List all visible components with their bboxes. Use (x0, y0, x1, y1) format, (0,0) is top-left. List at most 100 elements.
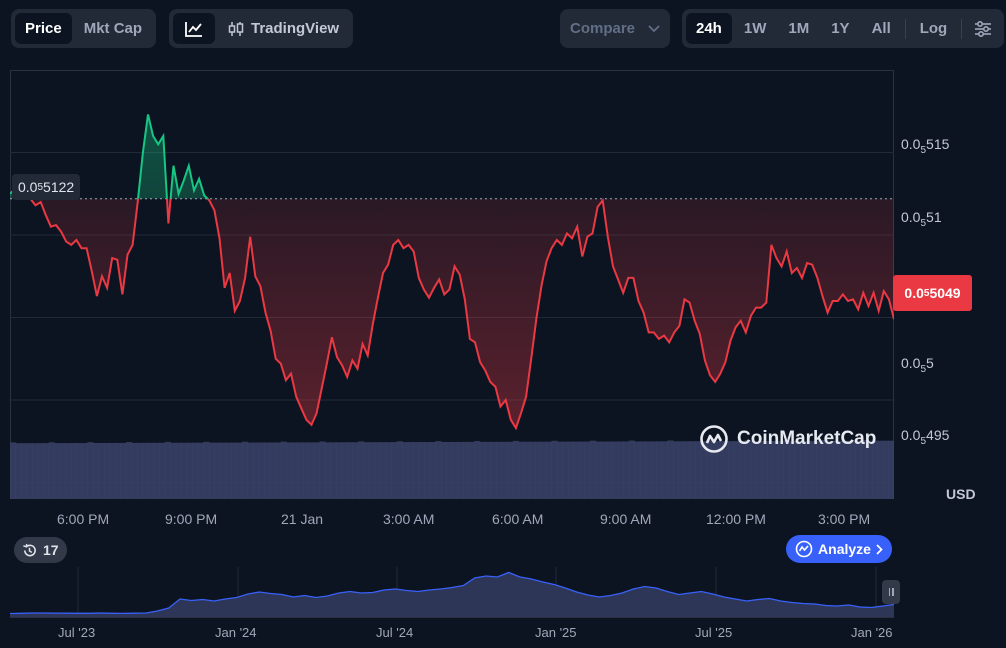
volume-bar (789, 440, 796, 499)
history-count: 17 (43, 542, 59, 558)
volume-bar (159, 442, 166, 499)
range-selector: 24h 1W 1M 1Y All Log (682, 9, 1005, 48)
volume-bar (822, 440, 829, 499)
history-button[interactable]: 17 (14, 537, 67, 563)
volume-bar (242, 441, 249, 499)
volume-bar (76, 443, 83, 499)
volume-bar (573, 441, 580, 499)
volume-bar (844, 440, 851, 499)
volume-bar (540, 441, 547, 499)
volume-bar (562, 441, 569, 499)
volume-bar (170, 442, 177, 499)
volume-bar (590, 440, 597, 499)
price-chart[interactable] (10, 70, 894, 499)
grip-icon (888, 588, 890, 596)
volume-bar (728, 441, 735, 499)
reference-price-badge: 0.0 5 5122 (12, 174, 81, 200)
volume-bar (208, 442, 215, 499)
watermark-text: CoinMarketCap (737, 428, 877, 449)
volume-bar (374, 442, 381, 499)
volume-bar (777, 440, 784, 499)
volume-bar (297, 442, 304, 499)
volume-bar (606, 441, 613, 499)
range-all[interactable]: All (871, 20, 891, 37)
volume-bar (385, 442, 392, 499)
line-chart-button[interactable] (173, 13, 215, 44)
x-tick-3pm: 3:00 PM (818, 511, 871, 527)
log-scale-button[interactable]: Log (919, 20, 948, 37)
navigator-handle[interactable] (882, 580, 900, 604)
volume-bar (866, 440, 873, 499)
sliders-icon (975, 20, 992, 37)
volume-bar (601, 441, 608, 499)
volume-bar (87, 442, 94, 499)
volume-bar (396, 441, 403, 499)
volume-bars (10, 439, 894, 499)
range-navigator[interactable] (10, 567, 894, 618)
volume-bar (103, 442, 110, 499)
volume-bar (722, 441, 729, 499)
volume-bar (380, 442, 387, 499)
volume-bar (65, 443, 72, 499)
volume-bar (661, 441, 668, 499)
chevron-right-icon (876, 543, 883, 555)
x-tick-9am: 9:00 AM (600, 511, 652, 527)
range-24h[interactable]: 24h (686, 13, 732, 44)
divider (904, 18, 906, 39)
volume-bar (556, 441, 563, 499)
nav-tick-jan26: Jan '26 (851, 625, 893, 640)
volume-bar (347, 442, 354, 499)
price-tab[interactable]: Price (15, 13, 72, 44)
volume-bar (120, 442, 127, 499)
volume-bar (518, 441, 525, 499)
chart-settings-button[interactable] (966, 13, 1000, 44)
volume-bar (579, 441, 586, 499)
range-1y[interactable]: 1Y (831, 20, 850, 37)
volume-bar (706, 440, 713, 499)
range-1w[interactable]: 1W (743, 20, 767, 37)
volume-bar (463, 441, 470, 499)
volume-bar (15, 443, 22, 499)
analyze-button[interactable]: Analyze (786, 535, 892, 563)
volume-bar (744, 440, 751, 499)
compare-dropdown[interactable]: Compare (560, 9, 670, 48)
volume-bar (148, 442, 155, 499)
price-mktcap-toggle: Price Mkt Cap (11, 9, 157, 48)
volume-bar (10, 442, 17, 499)
volume-bar (678, 441, 685, 499)
volume-bar (186, 442, 193, 499)
candlestick-icon (228, 21, 244, 36)
volume-bar (568, 441, 575, 499)
volume-bar (523, 441, 530, 499)
volume-bar (197, 442, 204, 499)
volume-bar (59, 443, 66, 499)
mkt-cap-tab[interactable]: Mkt Cap (83, 20, 143, 37)
volume-bar (766, 441, 773, 499)
volume-bar (849, 440, 856, 499)
y-tick-51: 0.0551 (901, 209, 942, 229)
volume-bar (164, 441, 171, 499)
volume-bar (219, 442, 226, 499)
y-tick-495: 0.05495 (901, 427, 950, 447)
price-area-below-reference (10, 198, 894, 428)
currency-label: USD (946, 486, 976, 502)
volume-bar (783, 440, 790, 499)
volume-bar (750, 441, 757, 499)
volume-bar (407, 442, 414, 499)
range-1m[interactable]: 1M (788, 20, 810, 37)
x-tick-6am: 6:00 AM (492, 511, 544, 527)
price-line-up (10, 114, 604, 199)
volume-bar (468, 441, 475, 499)
volume-bar (755, 441, 762, 499)
volume-bar (772, 441, 779, 499)
x-tick-6pm: 6:00 PM (57, 511, 110, 527)
volume-bar (418, 442, 425, 499)
volume-bar (391, 442, 398, 499)
volume-bar (291, 442, 298, 499)
volume-bar (529, 441, 536, 499)
volume-bar (490, 441, 497, 499)
coinmarketcap-watermark: CoinMarketCap (699, 424, 876, 454)
tradingview-button[interactable]: TradingView (217, 13, 349, 44)
x-tick-9pm: 9:00 PM (165, 511, 218, 527)
volume-bar (26, 443, 33, 499)
